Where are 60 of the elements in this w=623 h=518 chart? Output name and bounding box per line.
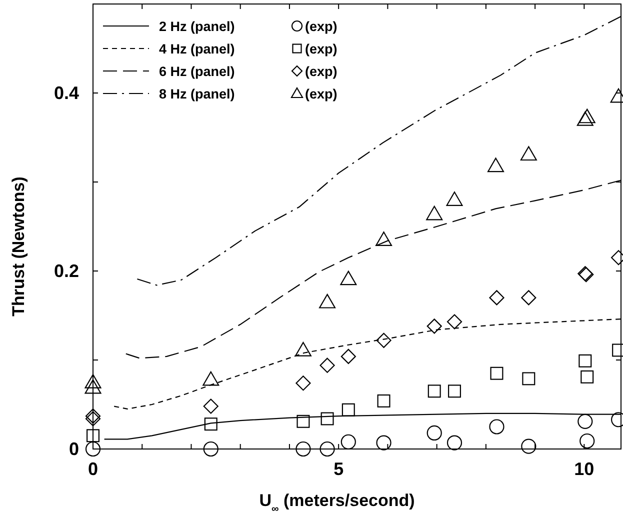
point	[490, 366, 504, 380]
point	[84, 374, 102, 388]
point	[203, 398, 218, 414]
point	[85, 441, 101, 457]
point	[446, 314, 462, 330]
point	[202, 371, 220, 386]
point	[340, 348, 356, 364]
point	[578, 354, 592, 368]
point	[84, 379, 102, 394]
legend-label: (exp)	[305, 19, 338, 34]
point	[86, 429, 100, 442]
point	[426, 206, 443, 220]
point	[296, 441, 311, 457]
legend-label: 4 Hz (panel)	[159, 42, 235, 56]
point	[320, 441, 335, 457]
point	[448, 384, 461, 398]
point	[204, 418, 218, 431]
point	[426, 318, 442, 334]
x-tick-label: 0	[88, 459, 98, 479]
x-axis-title: U$_{∞}$ (meters/second)	[259, 491, 415, 514]
point	[319, 294, 336, 308]
point	[521, 290, 536, 306]
point	[521, 438, 536, 454]
point	[489, 419, 504, 434]
legend-label: (exp)	[305, 86, 338, 102]
point	[522, 372, 536, 386]
point	[580, 370, 594, 384]
point	[340, 270, 357, 286]
legend-label: 2 Hz (panel)	[159, 19, 235, 34]
point	[376, 332, 392, 348]
legend-label: (exp)	[305, 64, 338, 79]
point	[489, 290, 504, 306]
point	[203, 441, 218, 457]
point	[340, 434, 356, 450]
legend-label: (exp)	[305, 42, 338, 56]
point	[320, 412, 334, 426]
point	[446, 435, 462, 450]
point	[520, 146, 537, 161]
point	[488, 158, 504, 172]
point	[320, 358, 335, 373]
point	[377, 394, 390, 408]
y-tick-label: 0	[68, 439, 79, 459]
x-tick-label: 5	[334, 459, 344, 479]
legend-label: 6 Hz (panel)	[159, 64, 235, 79]
point	[294, 342, 312, 356]
point	[296, 414, 310, 428]
point	[580, 433, 595, 449]
y-axis-title: Thrust (Newtons)	[9, 176, 28, 316]
x-tick-label: 10	[574, 459, 594, 479]
legend-label: 8 Hz (panel)	[159, 86, 235, 102]
point	[376, 232, 392, 246]
point	[426, 425, 442, 441]
point	[446, 192, 463, 206]
point	[342, 403, 355, 416]
point	[296, 376, 311, 391]
point	[578, 414, 593, 429]
point	[376, 435, 392, 450]
y-tick-label: 0.2	[54, 261, 79, 281]
point	[428, 384, 441, 398]
y-tick-label: 0.4	[54, 83, 79, 103]
